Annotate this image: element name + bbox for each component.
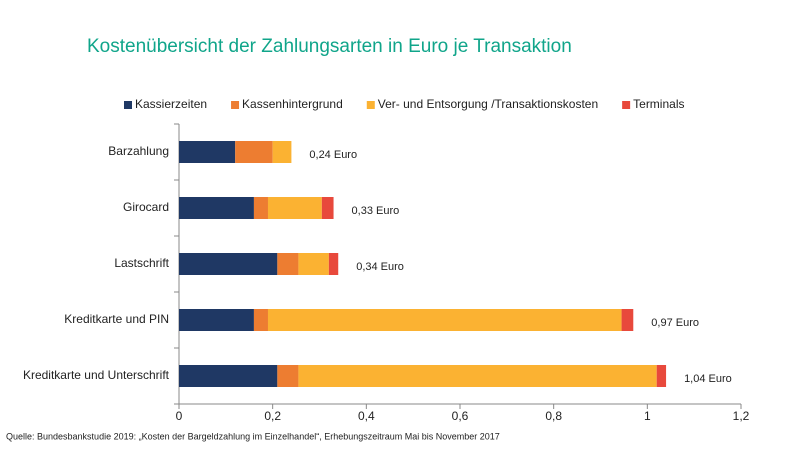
source-note: Quelle: Bundesbankstudie 2019: „Kosten d… [6, 431, 500, 441]
x-tick-label: 0,2 [264, 409, 281, 423]
total-label: 0,97 Euro [651, 317, 699, 329]
bar-segment [179, 365, 278, 387]
category-label: Kreditkarte und Unterschrift [23, 368, 170, 382]
category-label: Kreditkarte und PIN [64, 312, 169, 326]
total-label: 0,33 Euro [352, 205, 400, 217]
legend-label: Terminals [633, 97, 684, 111]
bar-segment [179, 309, 254, 331]
bar-segment [267, 197, 322, 219]
x-tick-label: 0,8 [545, 409, 562, 423]
x-tick-label: 1 [644, 409, 651, 423]
bar-segment [179, 253, 278, 275]
legend-swatch [366, 101, 375, 109]
category-label: Girocard [123, 200, 169, 214]
bar-segment [656, 365, 667, 387]
bar-segment [253, 197, 268, 219]
bar-segment [277, 365, 299, 387]
bar-segment [621, 309, 634, 331]
category-label: Lastschrift [114, 256, 169, 270]
legend-swatch [622, 101, 631, 109]
bar-segment [298, 365, 657, 387]
x-tick-label: 1,2 [733, 409, 750, 423]
total-label: 1,04 Euro [684, 373, 732, 385]
legend-label: Ver- und Entsorgung /Transaktionskosten [378, 97, 598, 111]
bar-segment [179, 141, 236, 163]
bar-segment [179, 197, 254, 219]
legend-swatch [124, 101, 132, 109]
legend-label: Kassierzeiten [135, 97, 207, 111]
legend-label: Kassenhintergrund [242, 97, 343, 111]
bar-segment [267, 309, 622, 331]
bar-segment [298, 253, 329, 275]
bar-segment [253, 309, 268, 331]
bar-segment [328, 253, 339, 275]
category-label: Barzahlung [108, 144, 169, 158]
bar-segment [235, 141, 273, 163]
legend-swatch [231, 101, 240, 109]
bar-segment [321, 197, 334, 219]
bar-segment [272, 141, 292, 163]
bar-segment [277, 253, 299, 275]
x-tick-label: 0,6 [452, 409, 469, 423]
x-tick-label: 0 [176, 409, 183, 423]
chart-title: Kostenübersicht der Zahlungsarten in Eur… [87, 36, 572, 57]
x-tick-label: 0,4 [358, 409, 375, 423]
total-label: 0,24 Euro [309, 149, 357, 161]
total-label: 0,34 Euro [356, 261, 404, 273]
